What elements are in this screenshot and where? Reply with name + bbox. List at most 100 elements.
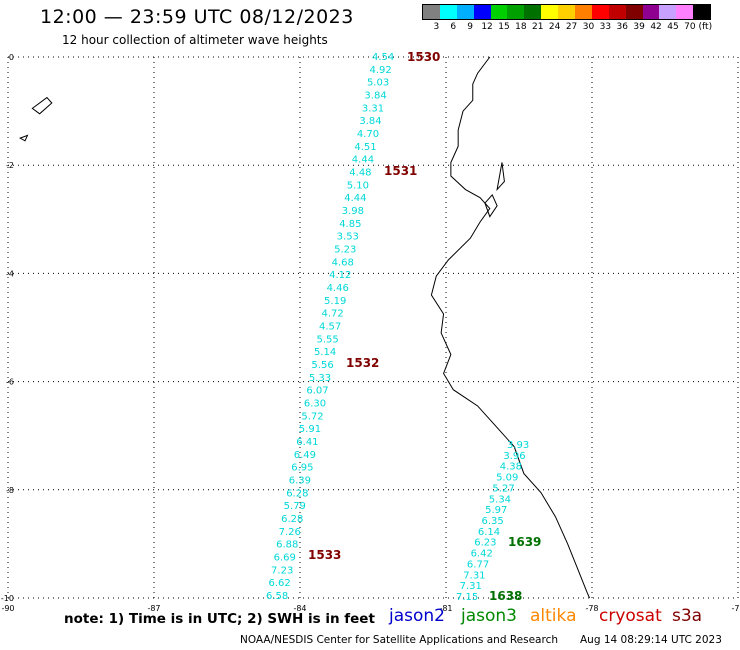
legend-label: 30: [582, 22, 595, 32]
legend-swatch: [575, 5, 592, 19]
wave-height-label: 6.95: [291, 463, 313, 474]
wave-height-label: 6.42: [471, 549, 493, 560]
legend-label: 21: [532, 22, 544, 32]
legend-swatch: [456, 5, 474, 19]
puna-island: [484, 194, 498, 218]
wave-height-label: 3.93: [507, 440, 529, 451]
lon-tick-label: -87: [147, 604, 160, 613]
legend-swatch: [625, 5, 643, 19]
legend-swatch: [473, 5, 491, 19]
lon-tick-label: -81: [439, 604, 452, 613]
wave-height-label: 6.23: [474, 538, 496, 549]
wave-height-label: 5.79: [284, 501, 306, 512]
legend-label: 42: [650, 22, 662, 32]
wave-height-label: 4.72: [322, 309, 344, 320]
lon-tick-label: -78: [585, 604, 598, 613]
legend-swatch: [490, 5, 508, 19]
satellite-name: cryosat: [599, 606, 662, 626]
wave-height-label: 3.31: [362, 103, 384, 114]
wave-height-label: 3.96: [503, 451, 525, 462]
legend-color-bar: [422, 4, 712, 20]
wave-height-label: 6.77: [467, 559, 489, 570]
credit-line: NOAA/NESDIS Center for Satellite Applica…: [240, 634, 558, 646]
pass-time-label: 1532: [346, 356, 379, 370]
satellite-name: altika: [530, 606, 577, 626]
wave-height-label: 6.28: [281, 514, 303, 525]
legend-label: 24: [548, 22, 561, 32]
legend-swatch: [642, 5, 660, 19]
wave-height-label: 4.70: [357, 129, 379, 140]
wave-height-label: 6.07: [306, 386, 328, 397]
wave-height-label: 5.27: [492, 483, 514, 494]
wave-height-label: 5.97: [485, 505, 507, 516]
wave-height-label: 4.46: [327, 283, 349, 294]
legend-label: 6: [450, 22, 457, 32]
wave-height-label: 6.58: [266, 591, 288, 602]
legend-swatch: [693, 5, 711, 19]
legend-label: 36: [616, 22, 628, 32]
wave-height-label: 5.56: [311, 360, 333, 371]
wave-height-label: 6.88: [276, 540, 298, 551]
wave-height-label: 3.98: [342, 206, 364, 217]
wave-height-label: 6.28: [286, 488, 308, 499]
legend-swatch: [541, 5, 559, 19]
wave-height-label: 5.33: [309, 373, 331, 384]
page-subtitle: 12 hour collection of altimeter wave hei…: [62, 33, 328, 47]
satellite-name: jason2: [389, 606, 445, 626]
wave-height-label: 7.31: [460, 581, 482, 592]
wave-height-legend: 3 6 9 12 15 18 21 24 27 30 33 36 39 42 45 70 (ft): [422, 4, 712, 34]
wave-height-label: 5.14: [314, 347, 336, 358]
wave-height-label: 5.91: [299, 424, 321, 435]
wave-height-label: 3.84: [359, 116, 381, 127]
lat-tick-label: 0: [9, 53, 14, 62]
wave-height-label: 4.54: [372, 52, 394, 63]
legend-swatch: [608, 5, 626, 19]
wave-height-label: 7.26: [279, 527, 301, 538]
footnote: note: 1) Time is in UTC; 2) SWH is in fe…: [64, 611, 375, 627]
wave-height-label: 7.15: [456, 592, 478, 603]
legend-swatch: [507, 5, 525, 19]
legend-swatch: [591, 5, 609, 19]
wave-height-label: 4.44: [352, 155, 374, 166]
wave-height-label: 7.31: [463, 570, 485, 581]
pass-time-label: 1638: [489, 589, 522, 603]
lon-tick-label: -84: [293, 604, 306, 613]
legend-label: 18: [515, 22, 527, 32]
wave-height-label: 5.34: [489, 494, 511, 505]
wave-height-label: 4.57: [319, 322, 341, 333]
pass-time-label: 1533: [308, 548, 341, 562]
wave-height-label: 4.92: [369, 65, 391, 76]
wave-height-label: 4.51: [354, 142, 376, 153]
legend-swatch: [558, 5, 576, 19]
lon-tick-label: -75: [731, 604, 740, 613]
legend-label: 3: [433, 22, 440, 32]
wave-height-label: 4.48: [349, 168, 371, 179]
legend-label: 39: [633, 22, 645, 32]
legend-swatch: [524, 5, 542, 19]
satellite-name: s3a: [672, 606, 703, 626]
galapagos-island: [18, 134, 29, 142]
wave-height-label: 5.09: [496, 473, 518, 484]
wave-height-label: 6.39: [289, 476, 311, 487]
lat-tick-label: -2: [6, 161, 14, 170]
legend-swatch: [676, 5, 694, 19]
guayas-estuary: [496, 162, 505, 192]
wave-height-label: 5.10: [347, 180, 369, 191]
legend-swatch: [439, 5, 457, 19]
generated-timestamp: Aug 14 08:29:14 UTC 2023: [580, 634, 722, 646]
wave-height-label: 5.03: [367, 78, 389, 89]
wave-height-label: 4.68: [332, 257, 354, 268]
axis-tick-labels: -90 -87 -84 -81 -78 -75 0 -2 -4 -6 -8 -10: [1, 53, 740, 613]
legend-label: 9: [467, 22, 474, 32]
wave-height-label: 3.53: [337, 232, 359, 243]
wave-height-label: 6.49: [294, 450, 316, 461]
wave-height-label: 4.44: [344, 193, 366, 204]
wave-height-label: 7.23: [271, 565, 293, 576]
wave-height-label: 6.14: [478, 527, 500, 538]
pass-time-label: 1639: [508, 535, 541, 549]
legend-label: 70: [684, 22, 696, 32]
wave-height-label: 6.30: [304, 399, 326, 410]
pass-time-label: 1530: [407, 50, 440, 64]
lon-tick-label: -90: [1, 604, 14, 613]
